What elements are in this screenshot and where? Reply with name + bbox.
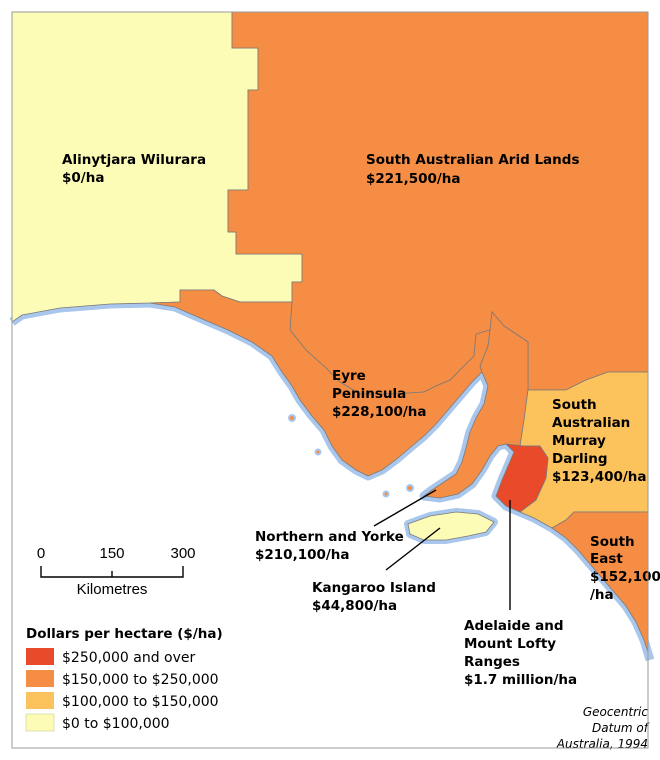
leader-lines — [373, 489, 511, 610]
label-eyre-name-2: Peninsula — [332, 386, 406, 402]
region-kangaroo-island — [407, 511, 495, 541]
label-alinytjara-value: $0/ha — [62, 170, 104, 186]
scale-bar: 0 150 300 Kilometres — [37, 545, 196, 598]
label-northern-yorke-name: Northern and Yorke — [255, 529, 404, 545]
scale-unit: Kilometres — [77, 581, 148, 598]
small-islands — [288, 414, 414, 498]
region-adelaide-mount-lofty — [495, 443, 549, 513]
scale-tick-150: 150 — [99, 545, 124, 562]
label-adelaide-name-3: Ranges — [464, 654, 520, 670]
label-murray-name-4: Darling — [552, 451, 608, 467]
label-south-east-name-2: East — [590, 551, 623, 567]
legend-swatch-150-250k — [26, 670, 54, 687]
label-murray-value: $123,400/ha — [552, 469, 647, 485]
label-adelaide-value: $1.7 million/ha — [464, 672, 577, 688]
label-arid-lands-value: $221,500/ha — [366, 171, 461, 187]
scale-tick-0: 0 — [37, 545, 45, 562]
legend-swatch-0-100k — [25, 713, 55, 732]
legend-swatch-over-250k — [26, 648, 54, 665]
label-murray-name-1: South — [552, 397, 597, 413]
credit-line-2: Datum of — [592, 721, 650, 735]
region-south-east — [551, 511, 649, 653]
label-murray-name-3: Murray — [552, 433, 606, 449]
label-eyre-name-1: Eyre — [332, 368, 366, 384]
map-frame — [11, 11, 649, 749]
label-arid-lands-name: South Australian Arid Lands — [366, 152, 579, 168]
legend-label-100-150k: $100,000 to $150,000 — [62, 694, 219, 710]
label-kangaroo-island-name: Kangaroo Island — [312, 580, 436, 596]
label-adelaide-name-2: Mount Lofty — [464, 636, 556, 652]
label-south-east-name-1: South — [590, 534, 635, 550]
legend-label-0-100k: $0 to $100,000 — [62, 716, 170, 732]
label-south-east-value-2: /ha — [590, 587, 614, 603]
label-alinytjara-name: Alinytjara Wilurara — [62, 152, 206, 168]
scale-tick-300: 300 — [170, 545, 195, 562]
label-south-east-value-1: $152,100 — [590, 569, 660, 585]
label-adelaide-name-1: Adelaide and — [464, 618, 564, 634]
legend: Dollars per hectare ($/ha) $250,000 and … — [25, 626, 223, 732]
label-northern-yorke-value: $210,100/ha — [255, 547, 350, 563]
label-murray-name-2: Australian — [552, 415, 630, 431]
credit-line-3: Australia, 1994 — [556, 737, 648, 751]
legend-title: Dollars per hectare ($/ha) — [26, 626, 223, 642]
credit-line-1: Geocentric — [583, 705, 649, 719]
label-kangaroo-island-value: $44,800/ha — [312, 598, 397, 614]
legend-label-over-250k: $250,000 and over — [62, 650, 196, 666]
label-eyre-value: $228,100/ha — [332, 404, 427, 420]
legend-label-150-250k: $150,000 to $250,000 — [62, 672, 219, 688]
legend-swatch-100-150k — [26, 692, 54, 709]
region-eyre-peninsula — [149, 289, 491, 477]
